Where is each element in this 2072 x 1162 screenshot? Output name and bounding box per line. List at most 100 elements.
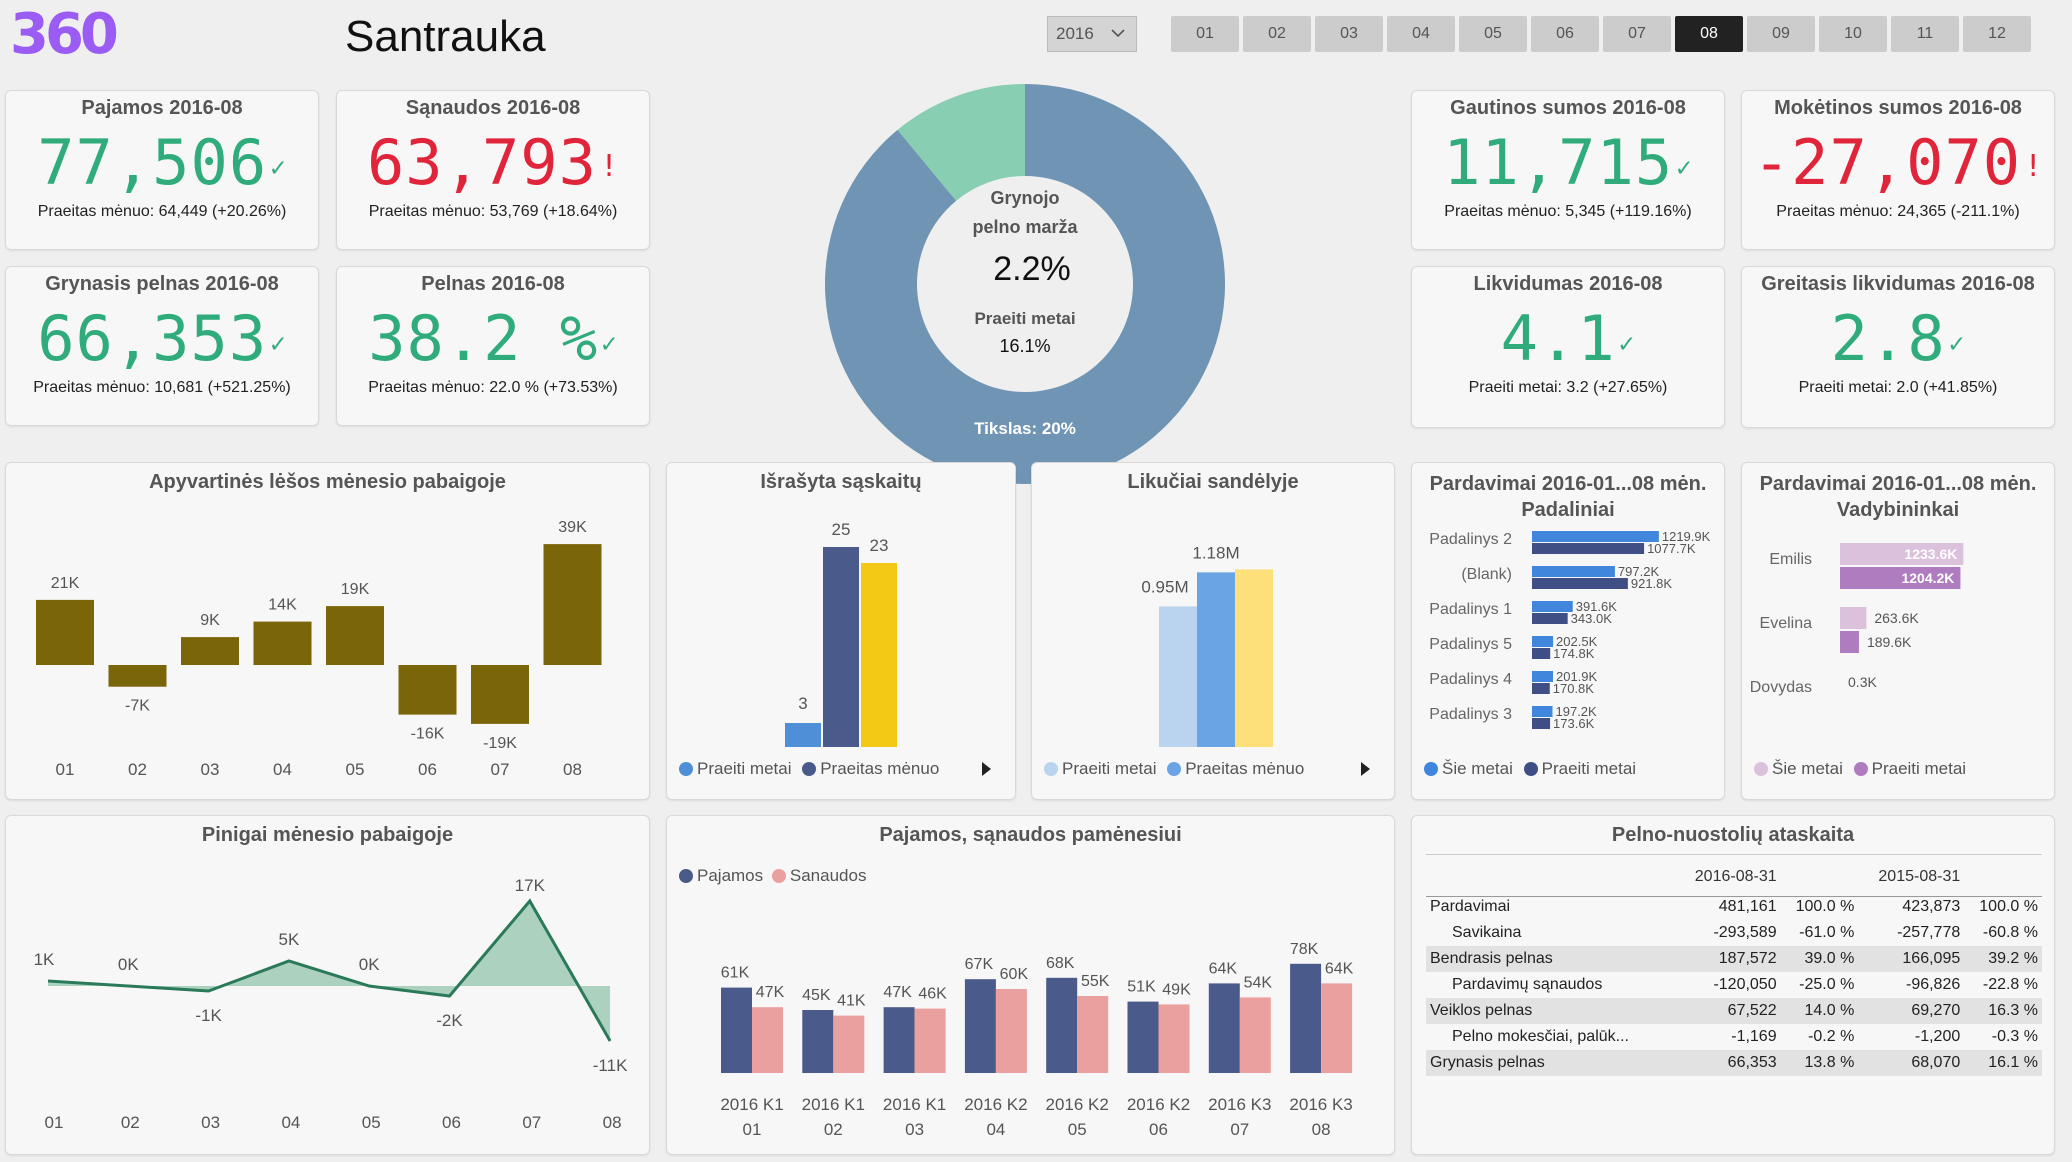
category-label: Padalinys 3 xyxy=(1429,706,1512,723)
data-label: 202.5K xyxy=(1556,634,1598,649)
month-button-07[interactable]: 07 xyxy=(1603,16,1671,52)
tick-label: 05 xyxy=(362,1113,381,1132)
card-vadybininkai: Pardavimai 2016-01...08 mėn. Vadybininka… xyxy=(1741,462,2055,800)
month-button-01[interactable]: 01 xyxy=(1171,16,1239,52)
month-button-12[interactable]: 12 xyxy=(1963,16,2031,52)
card-likuciai: Likučiai sandėlyje 0.95M 1.18M Praeiti me… xyxy=(1031,462,1395,800)
data-label: -2K xyxy=(436,1011,463,1030)
category-label: Evelina xyxy=(1760,615,1813,632)
donut-line2: pelno marža xyxy=(972,217,1078,237)
data-label: 201.9K xyxy=(1556,669,1598,684)
chart-title: Pajamos, sąnaudos pamėnesiui xyxy=(879,824,1182,846)
row-label: Savikaina xyxy=(1452,924,1522,941)
legend-item[interactable]: Sanaudos xyxy=(771,866,866,885)
card-pelno-ataskaita: Pelno-nuostolių ataskaita 2016-08-31 2015… xyxy=(1411,815,2055,1155)
card-israsyta: Išrašyta sąskaitų 3 25 23 Praeiti metai Pr… xyxy=(666,462,1016,800)
legend-item[interactable]: Šie metai xyxy=(1754,759,1843,778)
legend-item[interactable]: Praeitas mėnuo xyxy=(802,759,939,778)
bar xyxy=(1532,671,1553,682)
month-button-11[interactable]: 11 xyxy=(1891,16,1959,52)
legend-item[interactable]: Praeitas mėnuo xyxy=(1167,759,1304,778)
month-button-04[interactable]: 04 xyxy=(1387,16,1455,52)
legend-item[interactable]: Šie metai xyxy=(1424,759,1513,778)
column-header xyxy=(1781,860,1859,894)
donut-prev-label: Praeiti metai xyxy=(974,309,1075,328)
page-title: Santrauka xyxy=(345,12,546,61)
data-label: -19K xyxy=(483,735,517,752)
tick-label: 2016 K2 xyxy=(1127,1095,1190,1114)
bar xyxy=(1532,648,1551,659)
month-button-06[interactable]: 06 xyxy=(1531,16,1599,52)
table-header-row: 2016-08-31 2015-08-31 xyxy=(1426,860,2042,894)
row-value: -25.0 % xyxy=(1799,976,1855,993)
chart-title: Apyvartinės lėšos mėnesio pabaigoje xyxy=(149,471,506,493)
data-label: 1219.9K xyxy=(1662,529,1711,544)
month-button-09[interactable]: 09 xyxy=(1747,16,1815,52)
month-button-05[interactable]: 05 xyxy=(1459,16,1527,52)
kpi-title: Gautinos sumos 2016-08 xyxy=(1450,97,1686,119)
card-apyvartines: Apyvartinės lėšos mėnesio pabaigoje 21K 0… xyxy=(5,462,650,800)
tick-label: 06 xyxy=(442,1113,461,1132)
legend-item[interactable]: Praeiti metai xyxy=(1853,759,1966,778)
data-label: 21K xyxy=(51,575,80,592)
bar xyxy=(823,547,859,747)
kpi-title: Greitasis likvidumas 2016-08 xyxy=(1761,273,2035,295)
tick-label: 02 xyxy=(121,1113,140,1132)
data-label: 1233.6K xyxy=(1904,546,1957,562)
legend-item[interactable]: Praeiti metai xyxy=(1044,759,1156,778)
donut-prev-value: 16.1% xyxy=(999,336,1050,356)
data-label: 3 xyxy=(798,694,807,713)
legend: Pajamos Sanaudos xyxy=(679,866,866,886)
legend-item[interactable]: Pajamos xyxy=(679,866,763,885)
tick-label: 01 xyxy=(56,760,75,779)
kpi-sub: Praeitas mėnuo: 24,365 (-211.1%) xyxy=(1776,203,2020,220)
data-label: 45K xyxy=(802,987,831,1004)
month-button-08[interactable]: 08 xyxy=(1675,16,1743,52)
table-row: Pardavimai 481,161 100.0 % 423,873 100.0 % xyxy=(1426,894,2042,920)
check-icon: ✓ xyxy=(1676,153,1693,183)
tick-label: 2016 K2 xyxy=(1046,1095,1109,1114)
bar xyxy=(1532,578,1628,589)
month-button-03[interactable]: 03 xyxy=(1315,16,1383,52)
tick-label: 06 xyxy=(1149,1120,1168,1139)
data-label: 391.6K xyxy=(1576,599,1618,614)
row-value: -61.0 % xyxy=(1799,924,1855,941)
tick-label: 06 xyxy=(418,760,437,779)
kpi-sub: Praeitas mėnuo: 10,681 (+521.25%) xyxy=(33,379,291,396)
bar xyxy=(1046,977,1078,1073)
apyvartines-chart: 21K 01 -7K 02 9K 03 14K 04 19K 05 -16K 06 -19K 07 39K 0… xyxy=(36,519,602,779)
donut-value: 2.2% xyxy=(993,250,1071,288)
category-label: Emilis xyxy=(1769,551,1812,568)
data-label: 5K xyxy=(279,930,300,949)
legend-item[interactable]: Praeiti metai xyxy=(679,759,791,778)
bar xyxy=(1239,997,1271,1073)
bar xyxy=(861,563,897,747)
vadybininkai-chart: Emilis 1233.6K 1204.2K Evelina 263.6K 189.6K D… xyxy=(1750,543,1964,696)
play-icon[interactable] xyxy=(1358,759,1372,784)
data-label: 51K xyxy=(1127,979,1156,996)
kpi-title: Grynasis pelnas 2016-08 xyxy=(45,273,279,295)
month-button-02[interactable]: 02 xyxy=(1243,16,1311,52)
tick-label: 2016 K2 xyxy=(964,1095,1027,1114)
kpi-card-greitasis: Greitasis likvidumas 2016-08 2.8 ✓ Praeit… xyxy=(1741,266,2055,428)
bar xyxy=(1532,636,1554,647)
tick-label: 02 xyxy=(128,760,147,779)
tick-label: 07 xyxy=(522,1113,541,1132)
data-label: 23 xyxy=(870,536,889,555)
bar xyxy=(108,665,167,687)
year-select[interactable]: 2016 xyxy=(1047,16,1137,52)
row-value: 69,270 xyxy=(1911,1002,1961,1019)
row-value: -120,050 xyxy=(1713,976,1777,993)
legend-item[interactable]: Praeiti metai xyxy=(1523,759,1636,778)
data-label: 921.8K xyxy=(1631,576,1673,591)
play-icon[interactable] xyxy=(979,759,993,784)
alert-icon: ! xyxy=(599,149,620,184)
data-label: 0.3K xyxy=(1848,674,1877,690)
table-row: Pardavimų sąnaudos -120,050 -25.0 % -96,826… xyxy=(1426,972,2042,998)
chart-title: Likučiai sandėlyje xyxy=(1127,471,1299,493)
bar xyxy=(1532,531,1659,542)
month-button-10[interactable]: 10 xyxy=(1819,16,1887,52)
tick-label: 03 xyxy=(905,1120,924,1139)
row-value: -1,169 xyxy=(1731,1028,1777,1045)
